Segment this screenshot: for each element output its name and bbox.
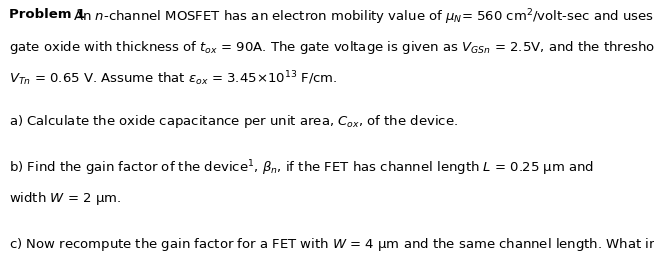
Text: An $n$-channel MOSFET has an electron mobility value of $\mu_N$= 560 cm$^2$/volt: An $n$-channel MOSFET has an electron mo…	[69, 8, 654, 27]
Text: c) Now recompute the gain factor for a FET with $W$ = 4 μm and the same channel : c) Now recompute the gain factor for a F…	[9, 236, 654, 253]
Text: Problem 1: Problem 1	[9, 8, 85, 21]
Text: a) Calculate the oxide capacitance per unit area, $C_{ox}$, of the device.: a) Calculate the oxide capacitance per u…	[9, 112, 458, 129]
Text: b) Find the gain factor of the device$^1$, $\beta_n$, if the FET has channel len: b) Find the gain factor of the device$^1…	[9, 159, 594, 178]
Text: gate oxide with thickness of $t_{ox}$ = 90A. The gate voltage is given as $V_{GS: gate oxide with thickness of $t_{ox}$ = …	[9, 39, 654, 56]
Text: width $W$ = 2 μm.: width $W$ = 2 μm.	[9, 189, 120, 206]
Text: $V_{Tn}$ = 0.65 V. Assume that $\varepsilon_{ox}$ = 3.45$\times$10$^{13}$ F/cm.: $V_{Tn}$ = 0.65 V. Assume that $\varepsi…	[9, 69, 337, 88]
